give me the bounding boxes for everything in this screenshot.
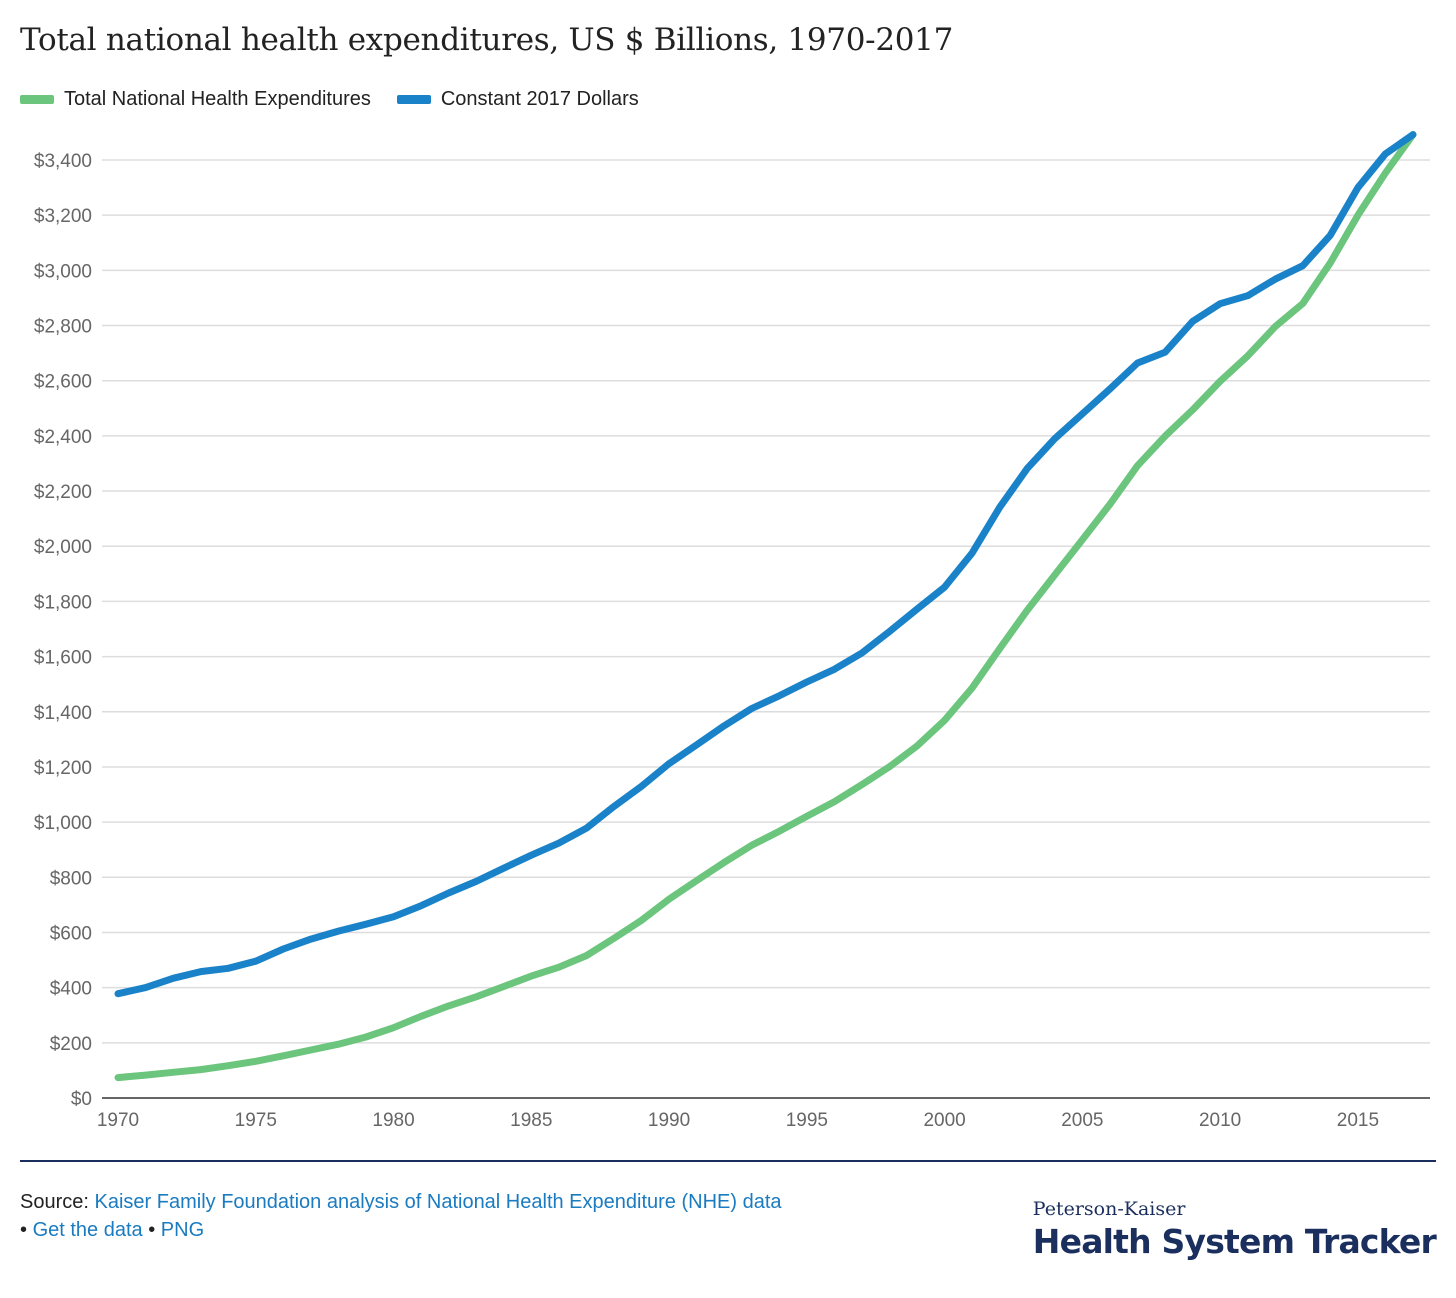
chart-title: Total national health expenditures, US $…: [20, 22, 954, 58]
y-tick-label: $1,800: [34, 592, 92, 613]
x-tick-label: 1980: [372, 1110, 414, 1131]
brand-logo: Peterson-Kaiser Health System Tracker: [1032, 1198, 1437, 1261]
y-tick-label: $3,200: [34, 206, 92, 227]
x-tick-label: 1990: [648, 1110, 690, 1131]
x-tick-label: 1970: [97, 1110, 139, 1131]
x-tick-label: 2015: [1337, 1110, 1379, 1131]
x-tick-label: 1985: [510, 1110, 552, 1131]
y-tick-label: $3,000: [34, 261, 92, 282]
line-chart: $0 $200 $400 $600 $800 $1,000 $1,200 $1,400 $1,6…: [34, 131, 1430, 1131]
y-tick-label: $2,000: [34, 537, 92, 558]
legend-swatch-blue: [396, 95, 431, 104]
y-tick-label: $3,400: [34, 151, 92, 172]
legend-label-constant: Constant 2017 Dollars: [440, 88, 639, 110]
y-tick-label: $1,000: [34, 813, 92, 834]
x-tick-label: 2000: [923, 1110, 965, 1131]
source-link[interactable]: Kaiser Family Foundation analysis of Nat…: [94, 1191, 782, 1213]
x-tick-label: 2010: [1199, 1110, 1241, 1131]
y-tick-label: $400: [50, 979, 92, 1000]
png-link[interactable]: PNG: [160, 1219, 205, 1241]
series-line-constant: [114, 131, 1417, 998]
x-tick-label: 1975: [235, 1110, 277, 1131]
y-tick-label: $1,200: [34, 758, 92, 779]
legend-item-constant[interactable]: Constant 2017 Dollars: [396, 88, 639, 111]
x-tick-label: 2005: [1061, 1110, 1103, 1131]
y-tick-label: $2,800: [34, 317, 92, 338]
source-note: Source: Kaiser Family Foundation analysi…: [20, 1188, 782, 1244]
y-tick-label: $600: [50, 923, 92, 944]
get-data-link[interactable]: Get the data: [32, 1219, 143, 1241]
y-tick-label: $2,200: [34, 482, 92, 503]
y-tick-label: $1,600: [34, 648, 92, 669]
y-tick-label: $2,400: [34, 427, 92, 448]
source-label: Source:: [20, 1191, 89, 1213]
legend-item-total[interactable]: Total National Health Expenditures: [20, 88, 371, 111]
bullet-separator: •: [20, 1219, 28, 1241]
footer-divider: [20, 1160, 1436, 1162]
y-tick-label: $200: [50, 1034, 92, 1055]
y-tick-label: $2,600: [34, 372, 92, 393]
brand-main-text: Health System Tracker: [1032, 1222, 1437, 1261]
bullet-separator: •: [148, 1219, 156, 1241]
legend-label-total: Total National Health Expenditures: [64, 88, 371, 110]
series-line-total: [114, 131, 1417, 1082]
y-tick-label: $800: [50, 868, 92, 889]
chart-legend: Total National Health Expenditures Const…: [20, 88, 665, 111]
legend-swatch-green: [20, 95, 54, 104]
x-tick-label: 1995: [786, 1110, 828, 1131]
y-tick-label: $1,400: [34, 703, 92, 724]
y-tick-label: $0: [71, 1089, 92, 1110]
brand-top-text: Peterson-Kaiser: [1032, 1198, 1186, 1220]
